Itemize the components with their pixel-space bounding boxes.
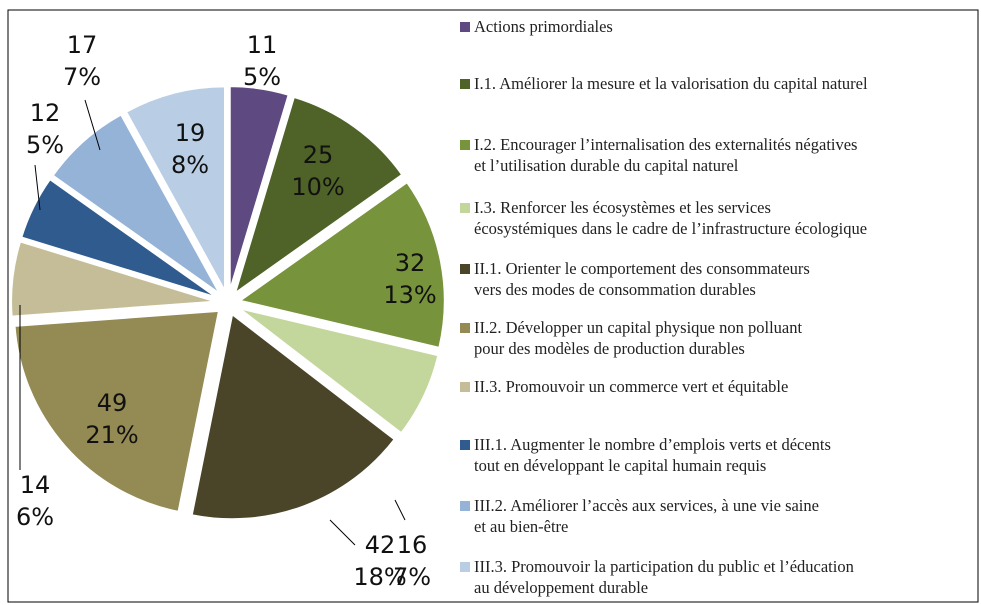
legend-entry: Actions primordiales <box>460 16 613 37</box>
slice <box>51 113 221 295</box>
legend-entry: I.2. Encourager l’internalisation des ex… <box>460 134 857 176</box>
leader-line <box>329 519 356 546</box>
slice <box>13 309 221 514</box>
value-label: 17 <box>67 31 98 59</box>
legend-swatch <box>460 323 470 333</box>
slice <box>20 177 218 299</box>
percent-label: 10% <box>291 173 344 201</box>
slice <box>190 312 397 521</box>
value-label: 25 <box>303 141 334 169</box>
percent-label: 18% <box>353 563 406 591</box>
legend-swatch <box>460 562 470 572</box>
percent-label: 21% <box>85 421 138 449</box>
legend-swatch <box>460 382 470 392</box>
value-label: 32 <box>395 249 426 277</box>
legend-swatch <box>460 203 470 213</box>
leader-line <box>394 499 406 521</box>
percent-label: 8% <box>171 151 209 179</box>
legend-entry: I.1. Améliorer la mesure et la valorisat… <box>460 73 868 94</box>
legend-entry: III.2. Améliorer l’accès aux services, à… <box>460 495 819 537</box>
slice <box>124 85 227 292</box>
legend-swatch <box>460 501 470 511</box>
percent-label: 7% <box>393 563 431 591</box>
legend-swatch <box>460 440 470 450</box>
legend-entry: III.1. Augmenter le nombre d’emplois ver… <box>460 434 831 476</box>
percent-label: 5% <box>243 63 281 91</box>
legend-swatch <box>460 140 470 150</box>
legend-entry: III.3. Promouvoir la participation du pu… <box>460 556 854 598</box>
legend-swatch <box>460 79 470 89</box>
percent-label: 13% <box>383 281 436 309</box>
percent-label: 7% <box>63 63 101 91</box>
leader-line <box>34 164 41 211</box>
value-label: 19 <box>175 119 206 147</box>
value-label: 11 <box>247 31 278 59</box>
percent-label: 5% <box>26 131 64 159</box>
legend-entry: II.2. Développer un capital physique non… <box>460 317 802 359</box>
frame <box>7 9 979 603</box>
slice <box>237 180 446 350</box>
slice <box>233 95 404 296</box>
value-label: 49 <box>97 389 128 417</box>
percent-label: 6% <box>16 503 54 531</box>
value-label: 14 <box>20 471 51 499</box>
leader-line <box>84 99 101 151</box>
value-label: 42 <box>365 531 396 559</box>
slice <box>238 307 440 435</box>
slice <box>10 240 217 318</box>
legend-entry: I.3. Renforcer les écosystèmes et les se… <box>460 197 867 239</box>
legend-entry: II.1. Orienter le comportement des conso… <box>460 258 810 300</box>
legend-entry: II.3. Promouvoir un commerce vert et équ… <box>460 376 788 397</box>
slice <box>228 85 290 292</box>
legend-swatch <box>460 264 470 274</box>
value-label: 16 <box>397 531 428 559</box>
value-label: 12 <box>30 99 61 127</box>
legend-swatch <box>460 22 470 32</box>
